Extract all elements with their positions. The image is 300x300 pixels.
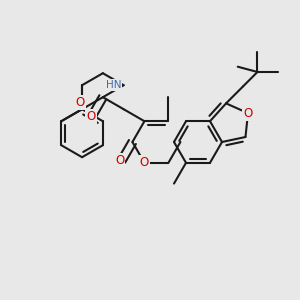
Text: O: O: [86, 110, 95, 124]
Text: O: O: [140, 156, 149, 169]
Text: O: O: [76, 96, 85, 109]
Text: O: O: [115, 154, 124, 167]
Text: O: O: [243, 106, 253, 120]
Text: HN: HN: [106, 80, 121, 90]
